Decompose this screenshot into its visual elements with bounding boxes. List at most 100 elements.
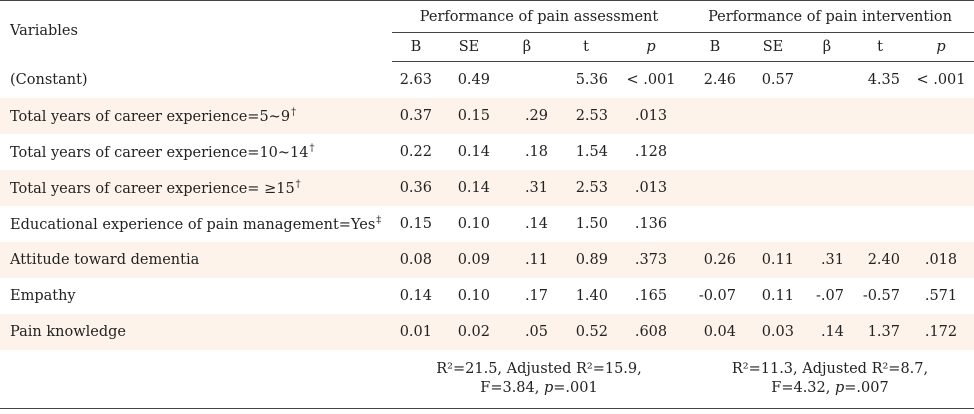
intervention-beta-cell (802, 170, 852, 206)
intervention-p-cell (908, 170, 974, 206)
assessment-beta-cell: .17 (524, 288, 548, 304)
assessment-t-cell: 2.53 (556, 98, 616, 134)
intervention-p-cell (908, 98, 974, 134)
intervention-b-cell (686, 134, 744, 170)
assessment-group-header: Performance of pain assessment (392, 0, 686, 33)
footnote-mark: † (295, 179, 301, 190)
assessment-model-summary: R²=21.5, Adjusted R²=15.9, F=3.84, p=.00… (392, 350, 686, 409)
assessment-r2: R²=21.5, Adjusted R²=15.9, (436, 361, 642, 377)
intervention-se-cell: 0.03 (744, 314, 802, 350)
intervention-t-cell (852, 98, 908, 134)
col-header-assessment-se: SE (440, 32, 498, 62)
assessment-se-cell: 0.10 (457, 288, 490, 304)
intervention-p-cell: .571 (924, 288, 958, 304)
variable-label: Empathy (10, 288, 76, 304)
variable-cell: Educational experience of pain managemen… (0, 206, 392, 242)
col-header-assessment-t: t (556, 32, 616, 62)
assessment-b-cell: 0.14 (399, 288, 432, 304)
footnote-mark: † (309, 143, 315, 154)
intervention-se-cell: 0.57 (761, 72, 794, 88)
intervention-b-cell (686, 206, 744, 242)
intervention-beta-cell (802, 98, 852, 134)
assessment-t-cell: 1.50 (575, 216, 608, 232)
col-header-intervention-se: SE (744, 32, 802, 62)
assessment-b-cell: 0.01 (392, 314, 440, 350)
footnote-mark: ‡ (376, 215, 382, 226)
col-header-assessment-b: B (392, 32, 440, 62)
intervention-model-summary: R²=11.3, Adjusted R²=8.7, F=4.32, p=.007 (686, 350, 974, 409)
intervention-beta-cell: -.07 (816, 288, 844, 304)
intervention-t-cell: 1.37 (852, 314, 908, 350)
intervention-p-cell (908, 206, 974, 242)
assessment-beta-cell: .14 (524, 216, 548, 232)
intervention-p-cell (908, 134, 974, 170)
intervention-b-cell: 0.26 (686, 242, 744, 278)
intervention-se-cell: 0.11 (744, 242, 802, 278)
intervention-group-header: Performance of pain intervention (686, 0, 974, 33)
assessment-t-cell: 0.52 (556, 314, 616, 350)
intervention-se-cell (744, 170, 802, 206)
assessment-p-cell: .013 (616, 170, 686, 206)
col-header-assessment-p: p (616, 32, 686, 62)
variable-label: Total years of career experience= ≥15 (10, 181, 295, 197)
assessment-t-cell: 1.54 (575, 144, 608, 160)
col-header-intervention-p: p (908, 32, 974, 62)
assessment-se-cell: 0.15 (440, 98, 498, 134)
assessment-p-label: p (543, 380, 554, 396)
assessment-beta-cell (498, 62, 556, 99)
assessment-b-cell: 0.22 (399, 144, 432, 160)
intervention-b-cell: 0.04 (686, 314, 744, 350)
intervention-b-cell: 2.46 (703, 72, 736, 88)
intervention-t-cell (852, 170, 908, 206)
assessment-b-cell: 0.15 (399, 216, 432, 232)
assessment-beta-cell: .05 (498, 314, 556, 350)
assessment-se-cell: 0.02 (440, 314, 498, 350)
assessment-se-cell: 0.09 (440, 242, 498, 278)
intervention-beta-cell: .31 (802, 242, 852, 278)
assessment-beta-cell: .11 (498, 242, 556, 278)
assessment-b-cell: 0.37 (392, 98, 440, 134)
assessment-p-cell: .128 (634, 144, 668, 160)
intervention-beta-cell (802, 134, 852, 170)
header-row-columns: B SE β t p B SE β t p (0, 32, 974, 62)
assessment-p-cell: .136 (634, 216, 668, 232)
intervention-p-cell: < .001 (916, 72, 966, 88)
assessment-t-cell: 2.53 (556, 170, 616, 206)
assessment-p-value: =.001 (553, 380, 598, 396)
variable-cell: Total years of career experience=5~9† (0, 98, 392, 134)
footnote-mark: † (291, 107, 297, 118)
table-row: Empathy 0.14 0.10 .17 1.40 .165 -0.07 0.11 -.07 -… (0, 278, 974, 314)
intervention-r2: R²=11.3, Adjusted R²=8.7, (731, 361, 929, 377)
intervention-p-cell: .172 (908, 314, 974, 350)
table-body: (Constant) 2.63 0.49 5.36 < .001 2.46 0.57 4.35… (0, 62, 974, 350)
assessment-se-cell: 0.14 (440, 170, 498, 206)
assessment-p-cell: .013 (616, 98, 686, 134)
table-row: Total years of career experience= ≥15† 0.… (0, 170, 974, 206)
col-header-assessment-beta: β (498, 32, 556, 62)
assessment-b-cell: 0.08 (392, 242, 440, 278)
intervention-b-cell: -0.07 (698, 288, 736, 304)
table-row: Total years of career experience=5~9† 0.3… (0, 98, 974, 134)
assessment-se-cell: 0.14 (457, 144, 490, 160)
intervention-t-cell (852, 206, 908, 242)
model-summary-row: R²=21.5, Adjusted R²=15.9, F=3.84, p=.00… (0, 350, 974, 409)
variable-cell: Empathy (0, 278, 392, 314)
assessment-p-cell: .373 (616, 242, 686, 278)
variable-label: Attitude toward dementia (10, 252, 200, 268)
variable-label: Pain knowledge (10, 324, 126, 340)
variable-label: Educational experience of pain managemen… (10, 217, 376, 233)
variable-cell: (Constant) (0, 62, 392, 99)
intervention-t-cell: -0.57 (862, 288, 900, 304)
variable-label: Total years of career experience=5~9 (10, 109, 291, 125)
table-row: Attitude toward dementia 0.08 0.09.11 0.89.… (0, 242, 974, 278)
intervention-p-label: p (834, 380, 845, 396)
variable-label: Total years of career experience=10~14 (10, 145, 309, 161)
intervention-b-cell (686, 170, 744, 206)
variables-header: Variables (0, 0, 392, 62)
table-row: Pain knowledge 0.01 0.02.05 0.52.608 0.04 0.0… (0, 314, 974, 350)
assessment-se-cell: 0.49 (457, 72, 490, 88)
col-header-intervention-beta: β (802, 32, 852, 62)
assessment-t-cell: 0.89 (556, 242, 616, 278)
variable-cell: Attitude toward dementia (0, 242, 392, 278)
